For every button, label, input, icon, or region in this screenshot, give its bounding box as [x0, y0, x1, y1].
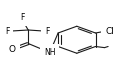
Text: F: F [5, 27, 9, 36]
Text: F: F [20, 13, 24, 22]
Text: O: O [9, 45, 15, 54]
Text: Cl: Cl [105, 27, 114, 36]
Text: NH: NH [44, 48, 56, 57]
Text: F: F [45, 27, 50, 36]
